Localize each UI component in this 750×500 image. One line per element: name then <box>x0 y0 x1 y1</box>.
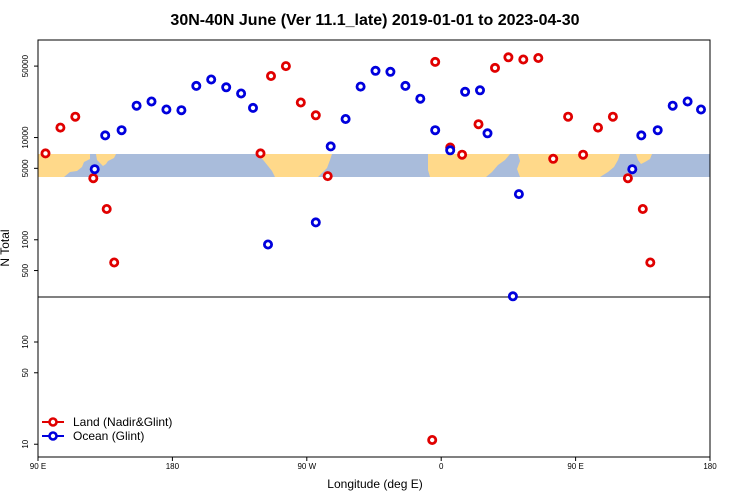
land-data-point <box>473 119 484 130</box>
land-data-point <box>645 257 656 268</box>
ocean-data-point <box>482 128 493 139</box>
land-data-point <box>503 52 514 63</box>
land-data-point <box>563 111 574 122</box>
ocean-data-point <box>507 291 518 302</box>
ocean-data-point <box>131 100 142 111</box>
land-data-point <box>310 110 321 121</box>
ocean-data-point <box>445 145 456 156</box>
ocean-data-point <box>236 88 247 99</box>
x-tick-label: 90 E <box>30 462 46 471</box>
land-data-point <box>457 149 468 160</box>
land-data-point <box>322 171 333 182</box>
x-tick-label: 180 <box>166 462 180 471</box>
ocean-data-point <box>176 105 187 116</box>
x-axis-label: Longitude (deg E) <box>327 477 422 491</box>
x-tick-label: 180 <box>703 462 717 471</box>
y-tick-label: 10000 <box>21 126 30 149</box>
ocean-data-point <box>310 217 321 228</box>
y-axis: 10 50 100 500 1000 5000 10000 50000 <box>21 54 38 449</box>
land-data-point <box>430 56 441 67</box>
ocean-data-point <box>116 125 127 136</box>
land-data-point <box>427 434 438 445</box>
land-data-point <box>88 173 99 184</box>
ocean-data-point <box>100 130 111 141</box>
map-land-asia-middle <box>517 154 620 177</box>
ocean-data-point <box>385 66 396 77</box>
land-data-point <box>280 61 291 72</box>
x-tick-label: 90 E <box>567 462 583 471</box>
world-map-strip <box>38 154 710 177</box>
map-land-asia-east-repeat <box>636 154 652 164</box>
land-data-point <box>637 203 648 214</box>
ocean-data-point <box>696 104 707 115</box>
land-data-point <box>109 257 120 268</box>
ocean-data-point <box>370 65 381 76</box>
land-data-point <box>607 111 618 122</box>
land-data-point <box>578 149 589 160</box>
y-tick-label: 10 <box>21 439 30 448</box>
ocean-data-point <box>460 86 471 97</box>
ocean-data-point <box>430 125 441 136</box>
legend-land-marker <box>48 417 58 427</box>
legend-ocean-label: Ocean (Glint) <box>73 429 144 443</box>
y-tick-label: 100 <box>21 335 30 349</box>
ocean-data-point <box>513 189 524 200</box>
land-data-point <box>548 153 559 164</box>
map-land-africa-europe <box>428 154 510 177</box>
y-axis-label: N Total <box>0 229 12 266</box>
ocean-data-point <box>325 141 336 152</box>
ocean-data-point <box>161 104 172 115</box>
land-data-point <box>40 148 51 159</box>
ocean-data-point <box>146 96 157 107</box>
map-land-asia-west <box>38 154 90 177</box>
plot-frame <box>37 39 711 458</box>
ocean-data-point <box>191 80 202 91</box>
land-data-point <box>518 54 529 65</box>
ocean-data-point <box>474 85 485 96</box>
ocean-data-point <box>682 96 693 107</box>
map-land-north-america <box>258 154 332 177</box>
x-tick-label: 0 <box>439 462 444 471</box>
ocean-data-point <box>636 130 647 141</box>
x-tick-label: 90 W <box>297 462 316 471</box>
land-data-point <box>55 122 66 133</box>
legend-land-label: Land (Nadir&Glint) <box>73 415 172 429</box>
ocean-data-point <box>415 93 426 104</box>
ocean-data-point <box>262 239 273 250</box>
ocean-data-point <box>340 114 351 125</box>
ocean-data-point <box>652 125 663 136</box>
y-tick-label: 50 <box>21 368 30 377</box>
land-data-point <box>622 173 633 184</box>
legend-ocean-marker <box>48 431 58 441</box>
land-data-point <box>255 148 266 159</box>
ocean-data-point <box>206 74 217 85</box>
land-data-point <box>101 203 112 214</box>
land-data-point <box>533 53 544 64</box>
x-axis: 90 E 180 90 W 0 90 E 180 <box>30 457 717 471</box>
legend: Land (Nadir&Glint) Ocean (Glint) <box>42 415 172 443</box>
ocean-data-point <box>400 80 411 91</box>
land-data-point <box>70 111 81 122</box>
data-points <box>40 52 707 445</box>
chart-title: 30N-40N June (Ver 11.1_late) 2019-01-01 … <box>170 12 579 29</box>
ocean-data-point <box>247 102 258 113</box>
ocean-data-point <box>89 164 100 175</box>
ocean-data-point <box>627 164 638 175</box>
y-tick-label: 5000 <box>21 159 30 177</box>
land-data-point <box>489 62 500 73</box>
y-tick-label: 500 <box>21 263 30 277</box>
map-land-asia-east <box>96 154 116 166</box>
ocean-data-point <box>667 100 678 111</box>
y-tick-label: 50000 <box>21 54 30 77</box>
y-tick-label: 1000 <box>21 230 30 248</box>
ocean-data-point <box>355 81 366 92</box>
ocean-data-point <box>221 82 232 93</box>
land-data-point <box>295 97 306 108</box>
land-data-point <box>593 122 604 133</box>
land-data-point <box>265 71 276 82</box>
